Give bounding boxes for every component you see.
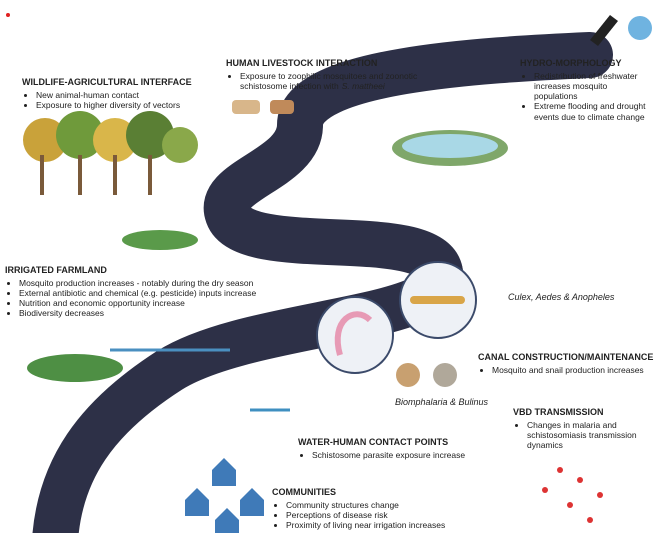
bullet: Nutrition and economic opportunity incre… xyxy=(19,298,295,308)
houses xyxy=(185,458,264,533)
bullet-list: Exposure to zoophilic mosquitoes and zoo… xyxy=(226,71,446,91)
section-title: VBD TRANSMISSION xyxy=(513,407,653,418)
bullet-list: Redistribution of freshwater increases m… xyxy=(520,71,650,122)
section-title: HUMAN LIVESTOCK INTERACTION xyxy=(226,58,446,69)
worm-circle xyxy=(317,297,393,373)
bullet: Schistosome parasite exposure increase xyxy=(312,450,478,460)
bullet-list: Community structures changePerceptions o… xyxy=(272,500,472,531)
field xyxy=(27,354,123,382)
section: WILDLIFE-AGRICULTURAL INTERFACE New anim… xyxy=(22,77,202,110)
bullet-text: Exposure to zoophilic mosquitoes and zoo… xyxy=(240,71,417,91)
section: CANAL CONSTRUCTION/MAINTENANCE Mosquito … xyxy=(478,352,658,375)
bullet-list: Schistosome parasite exposure increase xyxy=(298,450,478,460)
snail xyxy=(396,363,420,387)
bullet: Perceptions of disease risk xyxy=(286,510,472,520)
bullet: External antibiotic and chemical (e.g. p… xyxy=(19,288,295,298)
bullet-list: Changes in malaria and schistosomiasis t… xyxy=(513,420,653,451)
page: WILDLIFE-AGRICULTURAL INTERFACE New anim… xyxy=(0,0,658,533)
section-title: WILDLIFE-AGRICULTURAL INTERFACE xyxy=(22,77,202,88)
bullet: Mosquito and snail production increases xyxy=(492,365,658,375)
livestock xyxy=(232,100,294,114)
bullet: Community structures change xyxy=(286,500,472,510)
species: S. mattheei xyxy=(342,81,385,91)
snail xyxy=(433,363,457,387)
weather-icon xyxy=(590,15,652,46)
bullet-list: New animal-human contactExposure to high… xyxy=(22,90,202,110)
bullet: Exposure to higher diversity of vectors xyxy=(36,100,202,110)
bullet-list: Mosquito production increases - notably … xyxy=(5,278,295,319)
bullet: Biodiversity decreases xyxy=(19,308,295,318)
section: VBD TRANSMISSION Changes in malaria and … xyxy=(513,407,653,450)
trees xyxy=(23,111,198,195)
section: IRRIGATED FARMLAND Mosquito production i… xyxy=(5,265,295,319)
dot xyxy=(6,13,10,17)
bullet: Changes in malaria and schistosomiasis t… xyxy=(527,420,653,451)
bullet: Extreme flooding and drought events due … xyxy=(534,101,650,121)
pond xyxy=(402,134,498,158)
people-network xyxy=(542,467,603,523)
section-title: WATER-HUMAN CONTACT POINTS xyxy=(298,437,478,448)
section: WATER-HUMAN CONTACT POINTS Schistosome p… xyxy=(298,437,478,460)
bullet: Exposure to zoophilic mosquitoes and zoo… xyxy=(240,71,446,91)
section-title: CANAL CONSTRUCTION/MAINTENANCE xyxy=(478,352,658,363)
section-title: IRRIGATED FARMLAND xyxy=(5,265,295,276)
section-title: COMMUNITIES xyxy=(272,487,472,498)
larva xyxy=(410,296,465,304)
mosquito-label: Culex, Aedes & Anopheles xyxy=(508,292,614,302)
bullet: New animal-human contact xyxy=(36,90,202,100)
field xyxy=(122,230,198,250)
bullet: Proximity of living near irrigation incr… xyxy=(286,520,472,530)
bullet: Redistribution of freshwater increases m… xyxy=(534,71,650,102)
bullet-list: Mosquito and snail production increases xyxy=(478,365,658,375)
section: COMMUNITIES Community structures changeP… xyxy=(272,487,472,530)
section-title: HYDRO-MORPHOLOGY xyxy=(520,58,650,69)
bullet: Mosquito production increases - notably … xyxy=(19,278,295,288)
snail-label: Biomphalaria & Bulinus xyxy=(395,397,488,407)
section: HUMAN LIVESTOCK INTERACTION Exposure to … xyxy=(226,58,446,91)
section: HYDRO-MORPHOLOGY Redistribution of fresh… xyxy=(520,58,650,122)
